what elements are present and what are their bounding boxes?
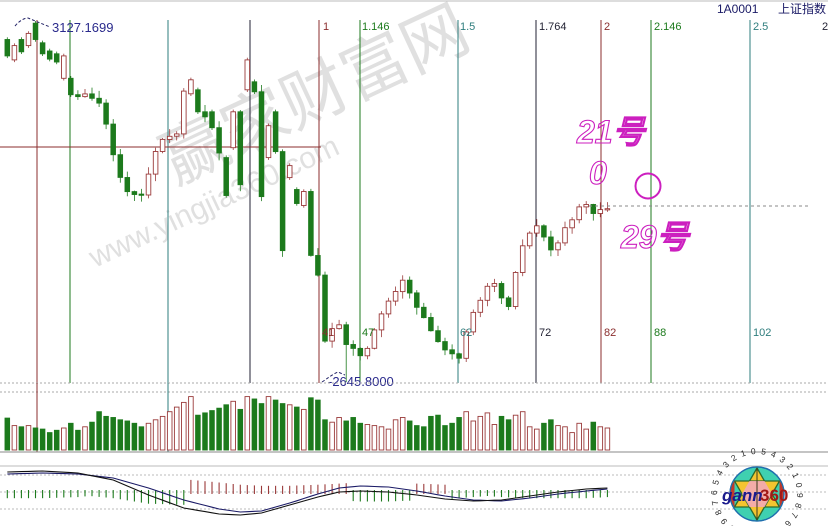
svg-text:-2645.8000: -2645.8000: [328, 374, 394, 389]
svg-text:62: 62: [460, 327, 472, 339]
svg-text:1.5: 1.5: [460, 21, 475, 33]
svg-text:2: 2: [604, 21, 610, 33]
svg-text:1A0001: 1A0001: [717, 2, 759, 16]
svg-text:72: 72: [539, 327, 551, 339]
svg-text:2.146: 2.146: [654, 21, 682, 33]
svg-text:41: 41: [322, 327, 334, 339]
svg-text:gann: gann: [721, 486, 763, 505]
svg-text:360: 360: [760, 486, 788, 505]
svg-text:1.764: 1.764: [539, 21, 567, 33]
svg-text:上证指数: 上证指数: [778, 1, 826, 16]
svg-text:2: 2: [822, 21, 828, 33]
svg-text:102: 102: [753, 327, 771, 339]
svg-text:0: 0: [589, 155, 607, 191]
svg-text:3127.1699: 3127.1699: [52, 20, 113, 35]
svg-text:1: 1: [323, 21, 329, 33]
svg-text:29号: 29号: [620, 219, 692, 255]
svg-text:2.5: 2.5: [753, 21, 768, 33]
svg-text:9: 9: [795, 493, 805, 498]
svg-text:6: 6: [709, 490, 719, 495]
svg-text:82: 82: [604, 327, 616, 339]
svg-text:47: 47: [362, 327, 374, 339]
svg-text:21号: 21号: [576, 114, 648, 150]
svg-text:1.146: 1.146: [362, 21, 390, 33]
svg-text:88: 88: [654, 327, 666, 339]
